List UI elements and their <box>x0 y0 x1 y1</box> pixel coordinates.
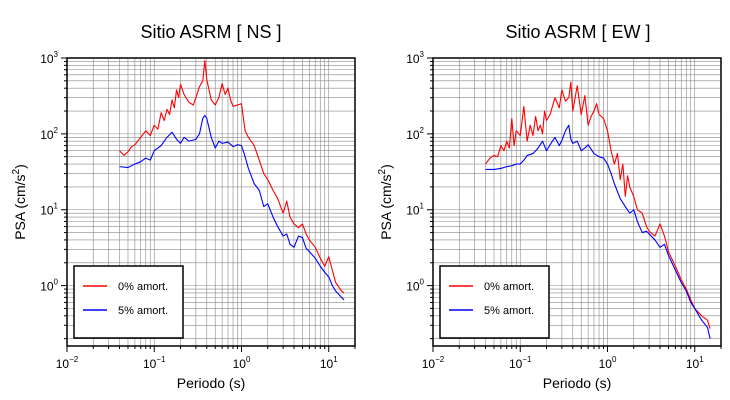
axis-ticks <box>61 57 356 352</box>
tick-exponent: 0 <box>612 355 617 364</box>
y-axis-label-main: PSA (cm/s <box>378 174 394 239</box>
tick-base: 10 <box>143 357 157 371</box>
tick-base: 10 <box>40 280 54 294</box>
y-axis-label-close: ) <box>378 164 394 169</box>
tick-base: 10 <box>406 204 420 218</box>
x-tick-label: 100 <box>599 355 617 371</box>
x-tick-label: 10−1 <box>509 355 532 371</box>
tick-exponent: 3 <box>54 50 59 59</box>
chart-title: Sitio ASRM [ NS ] <box>140 22 281 42</box>
legend-label: 0% amort. <box>484 281 534 293</box>
plot-frame <box>66 57 356 347</box>
tick-exponent: −1 <box>522 355 532 364</box>
legend-box <box>73 265 184 339</box>
tick-base: 10 <box>40 204 54 218</box>
tick-base: 10 <box>406 280 420 294</box>
x-tick-label: 10−2 <box>56 355 79 371</box>
tick-base: 10 <box>40 128 54 142</box>
tick-exponent: 2 <box>420 126 425 135</box>
tick-exponent: 0 <box>246 355 251 364</box>
legend-box <box>439 265 550 339</box>
chart-panel-ew: Sitio ASRM [ EW ]10−2 10−1 100 101100101102… <box>377 22 722 391</box>
x-tick-label: 10−2 <box>422 355 445 371</box>
y-tick-label: 100 <box>40 278 58 294</box>
legend-label: 5% amort. <box>484 305 534 317</box>
x-axis-label: Periodo (s) <box>177 375 245 391</box>
tick-base: 10 <box>422 357 436 371</box>
y-tick-label: 100 <box>406 278 424 294</box>
series-line-undamped <box>119 59 345 294</box>
tick-base: 10 <box>40 52 54 66</box>
y-tick-label: 102 <box>40 126 58 142</box>
y-tick-label: 101 <box>40 202 58 218</box>
tick-base: 10 <box>509 357 523 371</box>
tick-base: 10 <box>233 357 247 371</box>
y-tick-label: 102 <box>406 126 424 142</box>
y-axis-label-sup: 2 <box>11 168 22 174</box>
x-tick-label: 10−1 <box>143 355 166 371</box>
tick-base: 10 <box>320 357 334 371</box>
tick-exponent: 1 <box>699 355 704 364</box>
x-axis-label: Periodo (s) <box>543 375 611 391</box>
chart-panel-ns: Sitio ASRM [ NS ]10−2 10−1 100 101100101102… <box>11 22 356 391</box>
tick-exponent: −1 <box>156 355 166 364</box>
tick-exponent: 1 <box>420 202 425 211</box>
tick-exponent: 0 <box>54 278 59 287</box>
legend: 0% amort. 5% amort. <box>73 265 184 339</box>
tick-exponent: 1 <box>54 202 59 211</box>
legend-label: 0% amort. <box>118 281 168 293</box>
tick-base: 10 <box>686 357 700 371</box>
series-line-undamped <box>485 81 711 329</box>
chart-title: Sitio ASRM [ EW ] <box>505 22 650 42</box>
tick-base: 10 <box>406 52 420 66</box>
tick-exponent: 0 <box>420 278 425 287</box>
x-tick-label: 100 <box>233 355 251 371</box>
y-tick-label: 103 <box>40 50 58 66</box>
tick-exponent: 1 <box>333 355 338 364</box>
series-line-damped-5pct <box>485 124 711 339</box>
series-line-damped-5pct <box>119 114 345 301</box>
y-axis-label-sup: 2 <box>377 168 388 174</box>
plot-frame <box>432 57 722 347</box>
tick-exponent: 3 <box>420 50 425 59</box>
y-axis-label-close: ) <box>12 164 28 169</box>
y-tick-label: 101 <box>406 202 424 218</box>
tick-exponent: −2 <box>69 355 79 364</box>
y-axis-label: PSA (cm/s2) <box>11 164 28 240</box>
legend-label: 5% amort. <box>118 305 168 317</box>
x-tick-label: 101 <box>686 355 704 371</box>
y-tick-label: 103 <box>406 50 424 66</box>
tick-base: 10 <box>56 357 70 371</box>
legend: 0% amort. 5% amort. <box>439 265 550 339</box>
y-axis-label-main: PSA (cm/s <box>12 174 28 239</box>
x-tick-label: 101 <box>320 355 338 371</box>
tick-base: 10 <box>599 357 613 371</box>
y-axis-label: PSA (cm/s2) <box>377 164 394 240</box>
tick-exponent: 2 <box>54 126 59 135</box>
axis-ticks <box>427 57 722 352</box>
tick-exponent: −2 <box>435 355 445 364</box>
tick-base: 10 <box>406 128 420 142</box>
